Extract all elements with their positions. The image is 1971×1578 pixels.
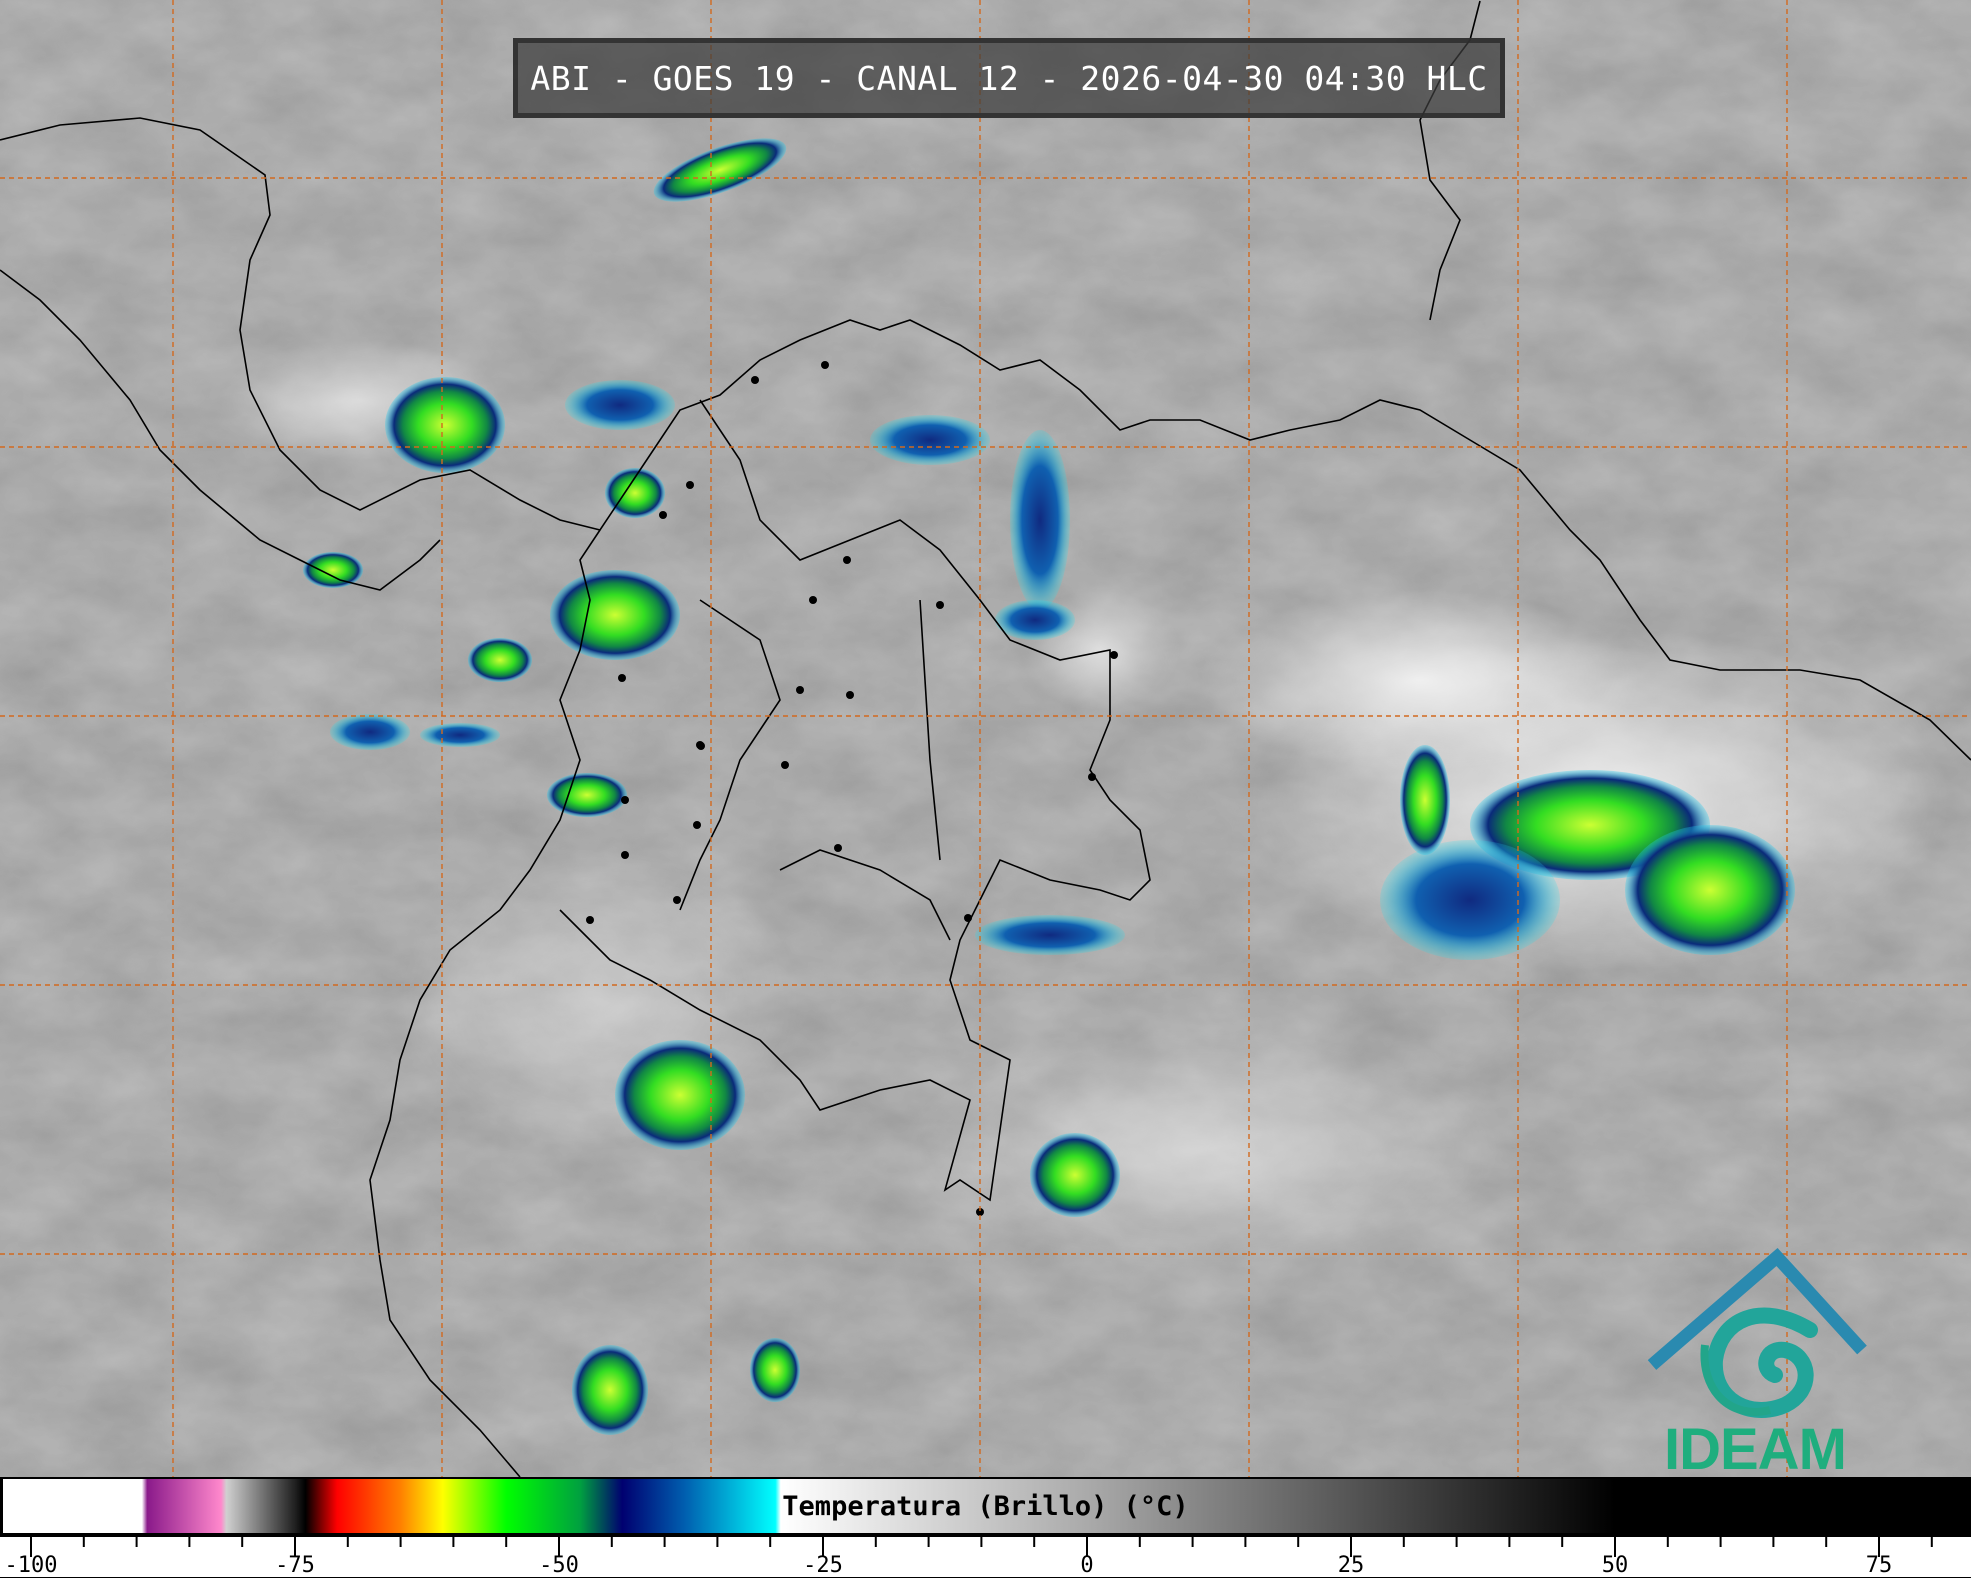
lat-lon-grid bbox=[0, 0, 1971, 1477]
tick-label: -100 bbox=[4, 1553, 58, 1578]
convective-cells bbox=[303, 138, 1795, 1435]
colorbar: Temperatura (Brillo) (°C) bbox=[0, 1477, 1971, 1537]
tick-label: 50 bbox=[1601, 1553, 1629, 1578]
coastlines-and-borders bbox=[0, 0, 1971, 1477]
colorbar-gradient bbox=[3, 1479, 1971, 1533]
ideam-logo-graphic bbox=[1647, 1247, 1867, 1418]
colorbar-ticks bbox=[30, 1537, 1933, 1557]
title-text: ABI - GOES 19 - CANAL 12 - 2026-04-30 04… bbox=[530, 58, 1488, 98]
tick-label: -25 bbox=[803, 1553, 843, 1578]
tick-label: 0 bbox=[1080, 1553, 1094, 1578]
ideam-logo-text: IDEAM bbox=[1664, 1417, 1847, 1482]
tick-label: 75 bbox=[1865, 1553, 1893, 1578]
tick-label: -50 bbox=[539, 1553, 579, 1578]
satellite-map bbox=[0, 0, 1971, 1477]
image-title: ABI - GOES 19 - CANAL 12 - 2026-04-30 04… bbox=[513, 38, 1505, 118]
tick-label: -75 bbox=[275, 1553, 315, 1578]
cities bbox=[586, 361, 1118, 1216]
colorbar-label: Temperatura (Brillo) (°C) bbox=[782, 1491, 1189, 1522]
tick-label: 25 bbox=[1337, 1553, 1365, 1578]
